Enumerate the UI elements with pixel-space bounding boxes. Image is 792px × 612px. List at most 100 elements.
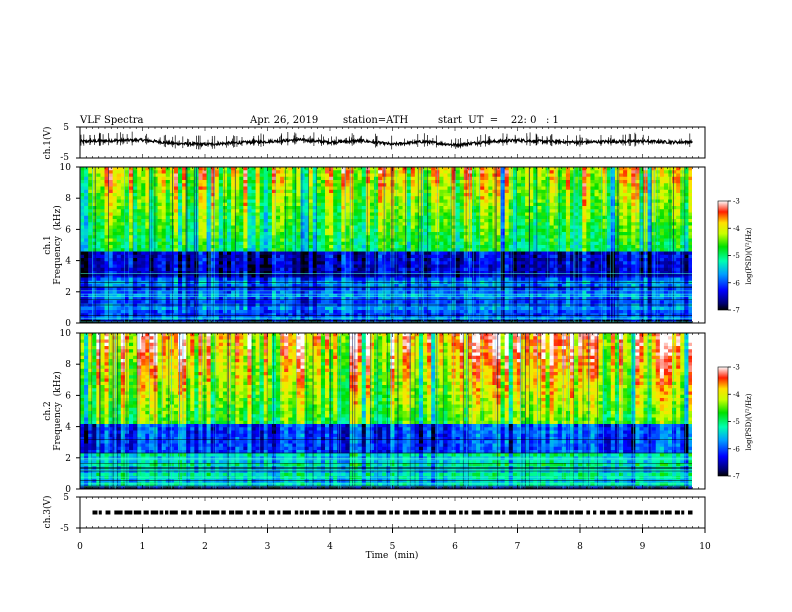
spectrogram-cell: [374, 167, 379, 171]
spectrogram-cell: [165, 235, 171, 239]
spectrogram-cell: [267, 267, 273, 272]
spectrogram-cell: [635, 261, 640, 265]
spectrogram-cell: [296, 202, 301, 207]
spectrogram-cell: [472, 193, 477, 197]
spectrogram-cell: [549, 196, 555, 200]
spectrogram-cell: [124, 254, 130, 259]
spectrogram-cell: [659, 251, 665, 256]
spectrogram-cell: [459, 183, 465, 187]
spectrogram-cell: [178, 225, 183, 230]
spectrogram-cell: [120, 180, 126, 184]
spectrogram-cell: [214, 241, 220, 246]
spectrogram-cell: [663, 196, 669, 200]
spectrogram-cell: [96, 264, 101, 269]
spectrogram-cell: [276, 261, 281, 265]
spectrogram-cell: [663, 202, 669, 207]
spectrogram-cell: [521, 173, 526, 178]
spectrogram-cell: [557, 186, 563, 191]
spectrogram-cell: [312, 228, 318, 233]
spectrogram-cell: [684, 267, 689, 272]
spectrogram-cell: [647, 215, 653, 220]
spectrogram-cell: [602, 251, 608, 256]
spectrogram-cell: [112, 212, 118, 217]
spectrogram-cell: [337, 261, 342, 265]
spectrogram-cell: [92, 170, 97, 174]
spectrogram-cell: [439, 232, 444, 236]
spectrogram-cell: [590, 238, 595, 243]
spectrogram-cell: [124, 232, 130, 236]
spectrogram-cell: [423, 238, 428, 243]
spectrogram-cell: [80, 193, 85, 197]
spectrogram-cell: [472, 199, 477, 204]
spectrogram-cell: [141, 193, 146, 197]
spectrogram-cell: [320, 189, 326, 194]
spectrogram-cell: [488, 258, 493, 262]
spectrogram-cell: [108, 170, 114, 174]
spectrogram-cell: [496, 186, 501, 191]
spectrogram-cell: [104, 245, 109, 249]
spectrogram-cell: [529, 232, 534, 236]
spectrogram-cell: [308, 222, 314, 226]
spectrogram-cell: [443, 241, 448, 246]
spectrogram-cell: [378, 167, 383, 171]
spectrogram-cell: [210, 261, 216, 265]
spectrogram-cell: [141, 202, 146, 207]
spectrogram-cell: [243, 264, 248, 269]
spectrogram-cell: [455, 219, 461, 223]
spectrogram-cell: [680, 235, 685, 239]
spectrogram-cell: [157, 170, 163, 174]
spectrogram-cell: [247, 225, 252, 230]
spectrogram-cell: [120, 199, 126, 204]
spectrogram-cell: [672, 264, 677, 269]
spectrogram-cell: [655, 183, 661, 187]
spectrogram-cell: [598, 176, 604, 181]
spectrogram-cell: [688, 225, 692, 230]
spectrogram-cell: [320, 209, 326, 213]
spectrogram-cell: [227, 196, 232, 200]
spectrogram-cell: [635, 193, 640, 197]
spectrogram-cell: [292, 183, 297, 187]
spectrogram-cell: [308, 189, 314, 194]
spectrogram-cell: [284, 215, 289, 220]
spectrogram-cell: [210, 245, 216, 249]
spectrogram-cell: [182, 176, 187, 181]
spectrogram-cell: [304, 189, 310, 194]
spectrogram-cell: [533, 202, 538, 207]
spectrogram-cell: [427, 196, 432, 200]
spectrogram-cell: [590, 183, 595, 187]
spectrogram-cell: [165, 228, 171, 233]
spectrogram-cell: [582, 254, 587, 259]
spectrogram-cell: [345, 196, 350, 200]
spectrogram-cell: [92, 232, 97, 236]
spectrogram-cell: [598, 254, 604, 259]
spectrogram-cell: [680, 241, 685, 246]
spectrogram-cell: [635, 258, 640, 262]
spectrogram-cell: [467, 238, 473, 243]
spectrogram-cell: [410, 176, 416, 181]
spectrogram-cell: [292, 206, 297, 210]
spectrogram-cell: [353, 267, 359, 272]
spectrogram-cell: [222, 251, 228, 256]
spectrogram-cell: [414, 254, 420, 259]
spectrogram-cell: [557, 225, 563, 230]
spectrogram-cell: [447, 258, 452, 262]
spectrogram-cell: [537, 258, 542, 262]
spectrogram-cell: [639, 206, 644, 210]
spectrogram-cell: [157, 186, 163, 191]
spectrogram-cell: [439, 176, 444, 181]
spectrogram-cell: [447, 225, 452, 230]
spectrogram-cell: [137, 199, 142, 204]
spectrogram-cell: [578, 238, 583, 243]
spectrogram-cell: [214, 167, 220, 171]
spectrogram-cell: [655, 180, 661, 184]
spectrogram-cell: [386, 167, 391, 171]
spectrogram-cell: [157, 193, 163, 197]
spectrogram-cell: [100, 176, 105, 181]
spectrogram-cell: [570, 212, 575, 217]
spectrogram-cell: [606, 225, 612, 230]
spectrogram-cell: [447, 245, 452, 249]
spectrogram-cell: [406, 241, 412, 246]
spectrogram-cell: [504, 232, 510, 236]
spectrogram-cell: [623, 186, 628, 191]
spectrogram-cell: [292, 251, 297, 256]
